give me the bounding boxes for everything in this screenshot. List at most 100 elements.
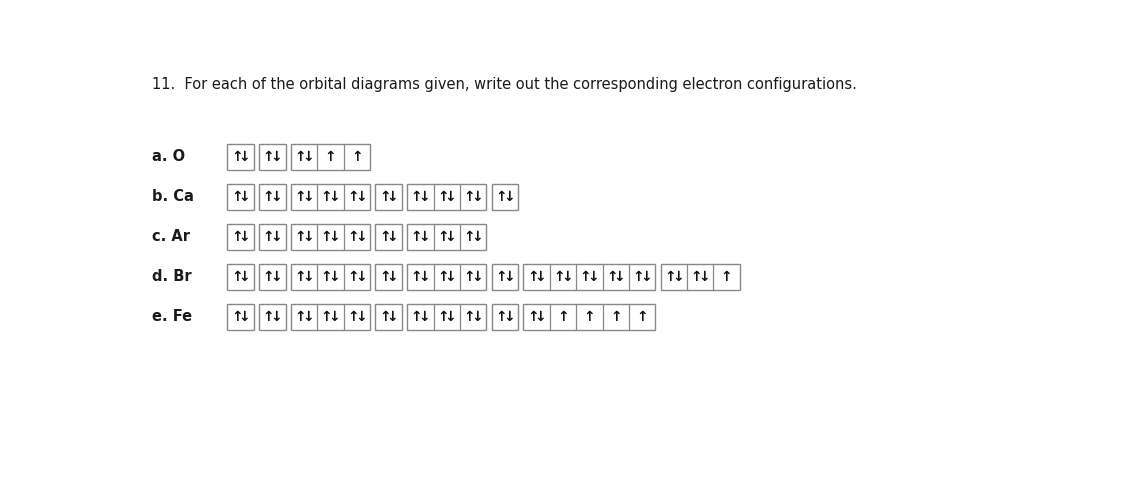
- Text: 11.  For each of the orbital diagrams given, write out the corresponding electro: 11. For each of the orbital diagrams giv…: [152, 78, 857, 92]
- Bar: [259, 144, 286, 170]
- Bar: [523, 264, 655, 290]
- Text: ↑: ↑: [495, 310, 506, 324]
- Text: ↑: ↑: [411, 270, 422, 284]
- Bar: [259, 264, 286, 290]
- Bar: [259, 224, 286, 250]
- Text: ↓: ↓: [418, 310, 430, 324]
- Bar: [227, 264, 254, 290]
- Text: ↑: ↑: [263, 310, 274, 324]
- Text: ↑: ↑: [263, 270, 274, 284]
- Text: ↑: ↑: [351, 150, 362, 164]
- Text: ↓: ↓: [270, 190, 282, 204]
- Bar: [291, 144, 370, 170]
- Text: ↓: ↓: [354, 190, 367, 204]
- Text: ↑: ↑: [348, 230, 359, 244]
- Text: ↓: ↓: [387, 230, 398, 244]
- Text: ↑: ↑: [321, 310, 333, 324]
- Bar: [227, 224, 254, 250]
- Text: ↑: ↑: [557, 310, 569, 324]
- Text: ↑: ↑: [321, 190, 333, 204]
- Text: ↓: ↓: [503, 190, 514, 204]
- Bar: [259, 183, 286, 210]
- Text: ↑: ↑: [263, 230, 274, 244]
- Text: ↓: ↓: [444, 190, 457, 204]
- Text: ↓: ↓: [354, 310, 367, 324]
- Text: ↑: ↑: [436, 310, 449, 324]
- Text: ↑: ↑: [584, 310, 595, 324]
- Text: ↓: ↓: [354, 230, 367, 244]
- Text: ↓: ↓: [270, 310, 282, 324]
- Text: ↑: ↑: [321, 270, 333, 284]
- Text: ↑: ↑: [231, 310, 243, 324]
- Text: ↑: ↑: [691, 270, 702, 284]
- Text: ↓: ↓: [238, 270, 250, 284]
- Bar: [259, 304, 286, 330]
- Text: ↑: ↑: [411, 190, 422, 204]
- Text: ↓: ↓: [270, 150, 282, 164]
- Bar: [407, 183, 486, 210]
- Text: ↑: ↑: [348, 190, 359, 204]
- Text: ↓: ↓: [303, 150, 314, 164]
- Text: ↑: ↑: [637, 310, 648, 324]
- Text: ↑: ↑: [436, 230, 449, 244]
- Text: ↓: ↓: [303, 190, 314, 204]
- Text: ↑: ↑: [606, 270, 618, 284]
- Text: ↓: ↓: [561, 270, 573, 284]
- Text: ↓: ↓: [614, 270, 626, 284]
- Text: ↑: ↑: [554, 270, 565, 284]
- Text: ↓: ↓: [328, 230, 340, 244]
- Bar: [407, 304, 486, 330]
- Bar: [291, 264, 370, 290]
- Text: ↓: ↓: [418, 270, 430, 284]
- Text: d. Br: d. Br: [152, 269, 192, 284]
- Text: ↑: ↑: [263, 190, 274, 204]
- Bar: [291, 183, 370, 210]
- Text: ↑: ↑: [495, 270, 506, 284]
- Text: ↓: ↓: [303, 310, 314, 324]
- Text: ↓: ↓: [444, 270, 457, 284]
- Bar: [492, 304, 518, 330]
- Text: ↑: ↑: [464, 190, 475, 204]
- Text: ↓: ↓: [503, 310, 514, 324]
- Text: ↓: ↓: [270, 270, 282, 284]
- Text: ↑: ↑: [526, 310, 539, 324]
- Text: ↓: ↓: [387, 270, 398, 284]
- Text: ↑: ↑: [295, 190, 306, 204]
- Text: ↓: ↓: [238, 230, 250, 244]
- Text: c. Ar: c. Ar: [152, 229, 190, 244]
- Bar: [407, 264, 486, 290]
- Bar: [376, 264, 402, 290]
- Bar: [523, 304, 655, 330]
- Text: ↓: ↓: [471, 270, 483, 284]
- Bar: [492, 183, 518, 210]
- Text: ↑: ↑: [321, 230, 333, 244]
- Text: ↑: ↑: [348, 270, 359, 284]
- Text: ↓: ↓: [534, 310, 547, 324]
- Text: ↓: ↓: [303, 270, 314, 284]
- Text: ↑: ↑: [379, 190, 390, 204]
- Bar: [227, 144, 254, 170]
- Text: ↑: ↑: [263, 150, 274, 164]
- Text: ↓: ↓: [238, 190, 250, 204]
- Text: ↑: ↑: [295, 310, 306, 324]
- Bar: [291, 224, 370, 250]
- Text: ↑: ↑: [325, 150, 336, 164]
- Text: ↓: ↓: [387, 310, 398, 324]
- Bar: [660, 264, 740, 290]
- Bar: [492, 264, 518, 290]
- Text: ↓: ↓: [418, 190, 430, 204]
- Text: ↓: ↓: [387, 190, 398, 204]
- Text: ↓: ↓: [270, 230, 282, 244]
- Text: ↓: ↓: [534, 270, 547, 284]
- Text: ↑: ↑: [610, 310, 621, 324]
- Text: ↑: ↑: [295, 230, 306, 244]
- Text: ↓: ↓: [471, 230, 483, 244]
- Text: e. Fe: e. Fe: [152, 309, 192, 325]
- Text: ↓: ↓: [471, 310, 483, 324]
- Text: ↑: ↑: [231, 270, 243, 284]
- Bar: [376, 304, 402, 330]
- Text: ↑: ↑: [411, 310, 422, 324]
- Text: ↓: ↓: [672, 270, 684, 284]
- Text: ↓: ↓: [471, 190, 483, 204]
- Text: ↓: ↓: [354, 270, 367, 284]
